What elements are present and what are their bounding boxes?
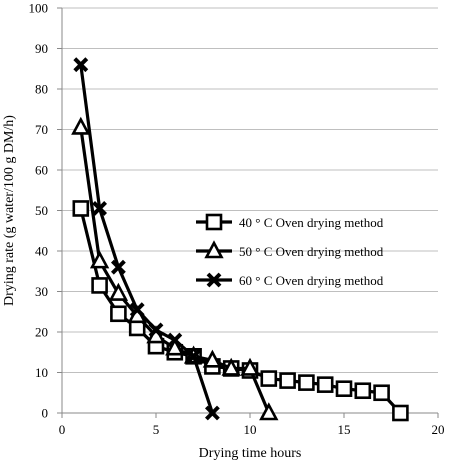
data-point — [298, 374, 315, 391]
y-tick-label: 40 — [35, 244, 48, 259]
data-point — [221, 357, 241, 376]
legend-label: 60 ° C Oven drying method — [239, 273, 384, 288]
data-point — [148, 322, 164, 338]
y-tick-label: 60 — [35, 163, 48, 178]
marker-stroke — [204, 405, 220, 421]
data-point — [186, 348, 202, 364]
data-point — [335, 380, 353, 398]
marker-stroke — [186, 348, 202, 364]
legend-marker — [205, 213, 223, 231]
data-point — [392, 404, 409, 422]
y-tick-label: 50 — [35, 203, 48, 218]
marker-stroke — [148, 322, 164, 338]
legend-item: 60 ° C Oven drying method — [196, 272, 384, 288]
data-point — [165, 337, 185, 356]
y-axis-title: Drying rate (g water/100 g DM/h) — [2, 115, 17, 306]
x-tick-label: 20 — [432, 422, 445, 437]
x-tick-label: 5 — [153, 422, 160, 437]
y-tick-label: 30 — [35, 284, 48, 299]
legend-item: 50 ° C Oven drying method — [196, 240, 384, 259]
marker-stroke — [206, 272, 222, 288]
y-tick-label: 10 — [35, 365, 48, 380]
data-point — [73, 57, 89, 73]
legend: 40 ° C Oven drying method 50 ° C Oven dry… — [196, 213, 384, 288]
gridlines — [62, 7, 438, 373]
x-tick-label: 15 — [338, 422, 351, 437]
marker-stroke — [73, 57, 89, 73]
y-tick-label: 20 — [35, 325, 48, 340]
data-point — [91, 277, 108, 294]
x-tick-label: 10 — [244, 422, 257, 437]
data-point — [279, 372, 296, 389]
x-tick-label: 0 — [59, 422, 66, 437]
marker-stroke — [92, 201, 108, 216]
series-line — [79, 208, 402, 415]
data-point — [167, 332, 183, 348]
series-x — [73, 57, 220, 421]
y-tick-label: 70 — [35, 122, 48, 137]
y-tick-label: 100 — [29, 1, 49, 16]
data-point — [110, 259, 126, 275]
series-triangle — [71, 116, 279, 421]
data-point — [260, 370, 278, 387]
data-point — [92, 201, 108, 216]
data-point — [72, 200, 90, 217]
legend-label: 50 ° C Oven drying method — [239, 244, 384, 259]
y-tick-label: 90 — [35, 41, 48, 56]
legend-item: 40 ° C Oven drying method — [196, 213, 384, 231]
axes — [57, 7, 439, 418]
y-tick-label: 0 — [42, 406, 49, 421]
legend-marker — [206, 272, 222, 288]
data-point — [89, 250, 110, 269]
marker-stroke — [167, 332, 183, 348]
data-point — [316, 376, 334, 393]
data-point — [129, 302, 145, 318]
data-point — [240, 357, 260, 376]
data-point — [373, 384, 390, 402]
marker-stroke — [129, 302, 145, 318]
tick-labels: 0 10 20 30 40 50 60 70 80 90 100 0 5 10 15 20 — [29, 1, 445, 438]
data-point — [204, 405, 220, 421]
x-axis-title: Drying time hours — [199, 446, 302, 461]
series-square — [72, 200, 409, 422]
data-point — [354, 382, 372, 400]
y-tick-label: 80 — [35, 82, 48, 97]
legend-marker — [204, 240, 224, 259]
data-point — [71, 116, 91, 135]
data-point — [202, 349, 223, 368]
data-point — [108, 282, 129, 301]
legend-label: 40 ° C Oven drying method — [239, 215, 384, 230]
data-point — [259, 402, 279, 421]
data-series — [71, 57, 409, 422]
data-point — [110, 305, 127, 323]
marker-stroke — [110, 259, 126, 275]
